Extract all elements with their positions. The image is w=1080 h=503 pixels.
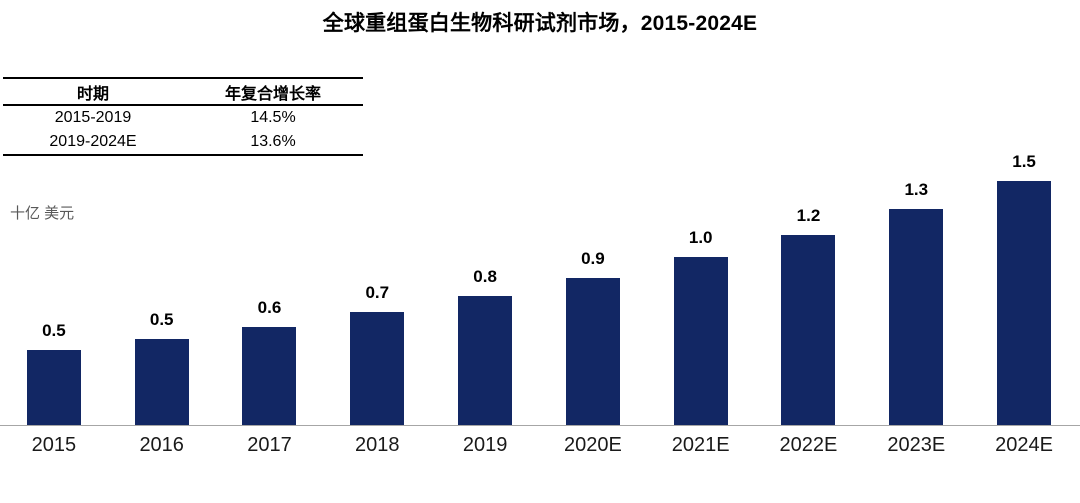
bar — [997, 181, 1052, 425]
x-axis-label: 2015 — [31, 434, 77, 456]
chart-title: 全球重组蛋白生物科研试剂市场，2015-2024E — [322, 12, 758, 35]
cagr-header-rate: 年复合增长率 — [224, 85, 321, 103]
x-axis-label: 2021E — [671, 434, 730, 456]
bar-cell: 1.5 — [970, 140, 1078, 425]
bar-cell: 0.8 — [431, 140, 539, 425]
bar-cell: 0.6 — [216, 140, 324, 425]
bar-value-label: 0.8 — [473, 267, 497, 286]
bar-value-label: 0.9 — [581, 249, 605, 268]
cagr-cell-rate: 14.5% — [250, 109, 296, 126]
bar — [565, 278, 620, 425]
cagr-cell-rate: 13.6% — [250, 133, 296, 150]
cagr-table-body: 2015-2019 14.5% 2019-2024E 13.6% — [3, 106, 363, 154]
bar-value-label: 0.6 — [257, 298, 282, 317]
bar-value-label: 1.2 — [796, 206, 821, 225]
bar-value-label: 0.5 — [42, 321, 66, 340]
x-axis-labels: 2015 2016 2017 2018 2019 2020E 2021E 2022E 2023E… — [0, 434, 1078, 457]
x-axis-label: 2017 — [247, 434, 292, 456]
x-axis-line — [0, 425, 1080, 426]
bar-cell: 1.2 — [755, 140, 863, 425]
bar-value-label: 1.5 — [1012, 152, 1036, 171]
bar-value-label: 0.5 — [149, 310, 174, 329]
bar-cell: 1.0 — [647, 140, 755, 425]
x-axis-label: 2019 — [462, 434, 508, 456]
bar — [134, 339, 189, 425]
bar-chart: 0.5 0.5 0.6 0.7 0.8 0.9 1.0 1.2 1.3 1.5 — [0, 140, 1078, 425]
cagr-table: 时期 年复合增长率 2015-2019 14.5% 2019-2024E 13.6% — [3, 77, 363, 156]
y-axis-unit-label: 十亿 美元 — [10, 205, 75, 222]
cagr-cell-period: 2019-2024E — [49, 133, 137, 150]
bar-cell: 0.7 — [323, 140, 431, 425]
x-axis-label: 2022E — [779, 434, 838, 456]
bar-cell: 0.9 — [539, 140, 647, 425]
bar-cell: 1.3 — [862, 140, 970, 425]
cagr-table-row: 2019-2024E 13.6% — [3, 130, 363, 154]
cagr-table-row: 2015-2019 14.5% — [3, 106, 363, 130]
bar — [781, 235, 836, 425]
bar-value-label: 1.0 — [688, 228, 713, 247]
x-axis-label: 2016 — [139, 434, 184, 456]
x-axis-label: 2024E — [995, 434, 1053, 456]
x-axis-label: 2023E — [887, 434, 946, 456]
cagr-cell-period: 2015-2019 — [54, 109, 132, 126]
bar — [350, 312, 405, 425]
cagr-header-period: 时期 — [76, 85, 109, 103]
bar-cell: 0.5 — [108, 140, 216, 425]
bar — [242, 327, 297, 425]
x-axis-label: 2020E — [563, 434, 622, 456]
bar-value-label: 0.7 — [365, 283, 390, 302]
bar-cell: 0.5 — [0, 140, 108, 425]
x-axis-label: 2018 — [355, 434, 400, 456]
bar — [673, 257, 728, 425]
bar — [458, 296, 513, 425]
bar — [889, 209, 944, 425]
cagr-table-header: 时期 年复合增长率 — [3, 79, 363, 106]
bar — [26, 350, 81, 425]
bar-value-label: 1.3 — [904, 180, 929, 199]
